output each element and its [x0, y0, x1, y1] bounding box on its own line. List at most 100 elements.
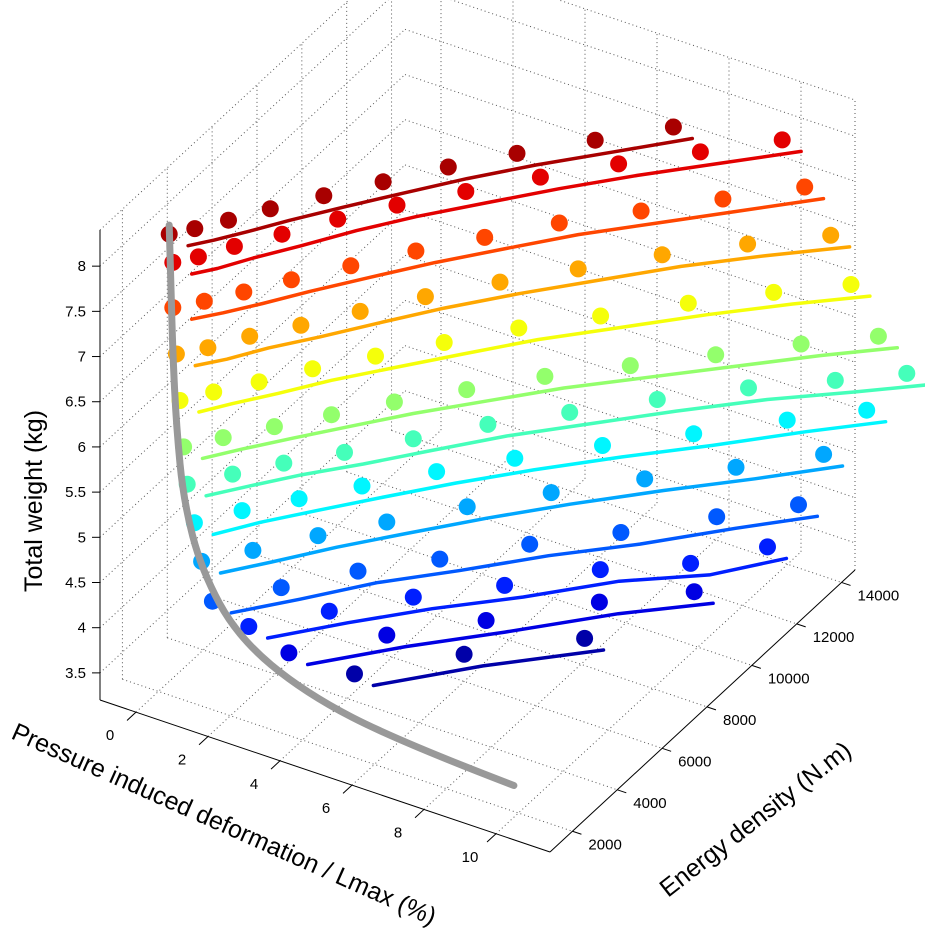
data-point: [740, 379, 757, 397]
gridline: [99, 0, 350, 231]
data-point: [282, 271, 300, 289]
z-tick-label: 6: [78, 439, 86, 456]
data-point: [496, 576, 514, 594]
y-tick-label: 10000: [768, 670, 810, 687]
data-point: [664, 118, 682, 136]
data-point: [682, 554, 700, 572]
data-layer: [160, 118, 925, 789]
gridline: [99, 28, 406, 312]
x-axis-label: Pressure induced deformation / Lmax (%): [8, 718, 441, 931]
fitted-curve: [186, 136, 695, 248]
data-point: [342, 257, 360, 275]
data-point: [224, 465, 242, 483]
data-point: [508, 144, 526, 162]
data-point: [590, 593, 608, 611]
fitted-curve: [229, 514, 820, 615]
gridline: [404, 209, 856, 363]
z-tick-label: 5.5: [65, 484, 86, 501]
data-point: [510, 319, 528, 337]
data-point: [388, 196, 406, 214]
data-point: [241, 327, 259, 345]
data-point: [576, 629, 594, 647]
data-point: [292, 316, 310, 334]
data-point: [320, 602, 338, 620]
data-point: [476, 228, 494, 246]
data-point: [240, 618, 258, 635]
x-tick: [486, 833, 497, 843]
data-point: [773, 131, 791, 149]
data-point: [404, 430, 422, 448]
gridline: [167, 637, 618, 791]
data-point: [205, 383, 223, 401]
fitted-curve: [218, 464, 845, 575]
data-point: [404, 588, 422, 606]
data-point: [351, 302, 369, 320]
data-point: [385, 393, 403, 411]
data-point: [189, 248, 207, 266]
data-point: [612, 524, 630, 541]
fitted-curve: [189, 196, 826, 321]
data-point: [329, 210, 347, 228]
data-point: [621, 357, 639, 375]
z-tick-label: 4: [78, 620, 86, 637]
data-point: [273, 225, 291, 243]
data-point: [195, 292, 213, 310]
y-tick: [796, 623, 806, 628]
y-tick-label: 12000: [813, 629, 855, 646]
gridline: [351, 502, 658, 786]
x-tick-label: 0: [106, 727, 114, 744]
data-point: [439, 158, 457, 176]
data-point: [506, 449, 524, 467]
gridline: [99, 0, 389, 267]
data-point: [536, 367, 554, 385]
data-point: [739, 235, 757, 253]
data-point: [244, 541, 262, 559]
data-point: [225, 237, 243, 255]
envelope-curve: [165, 221, 518, 789]
x-tick: [198, 736, 209, 746]
z-tick-label: 4.5: [65, 575, 86, 592]
data-point: [765, 283, 783, 301]
data-point: [346, 665, 363, 683]
x-tick: [414, 809, 425, 819]
x-axis-line: [99, 699, 551, 853]
data-point: [592, 307, 610, 325]
data-point: [561, 403, 579, 421]
data-point: [685, 425, 703, 443]
data-point: [796, 178, 814, 196]
gridline: [99, 254, 406, 538]
data-point: [323, 406, 340, 424]
data-point: [336, 443, 353, 461]
data-point: [727, 458, 745, 476]
data-point: [822, 226, 840, 244]
data-point: [455, 645, 473, 663]
data-point: [349, 562, 367, 580]
gridline: [557, 0, 856, 101]
data-point: [790, 496, 807, 514]
z-tick-label: 8: [78, 258, 86, 275]
gridline: [207, 454, 514, 737]
data-point: [550, 214, 568, 232]
data-point: [491, 273, 509, 291]
fitted-curve: [204, 383, 925, 498]
data-point: [280, 644, 298, 662]
gridline: [404, 300, 856, 453]
fitted-curve: [265, 556, 789, 640]
data-point: [707, 346, 725, 364]
x-tick-label: 10: [462, 849, 479, 866]
data-point: [374, 173, 392, 191]
y-tick-label: 4000: [633, 795, 666, 812]
x-tick: [126, 711, 137, 721]
fitted-curve: [189, 149, 803, 276]
y-tick: [841, 581, 851, 586]
data-point: [842, 276, 860, 293]
data-point: [632, 202, 650, 220]
gridline: [450, 0, 856, 137]
data-point: [653, 246, 671, 264]
y-tick-label: 14000: [858, 587, 900, 604]
fitted-curve: [200, 345, 900, 461]
data-point: [569, 260, 587, 278]
data-point: [304, 360, 322, 378]
data-point: [679, 294, 697, 312]
